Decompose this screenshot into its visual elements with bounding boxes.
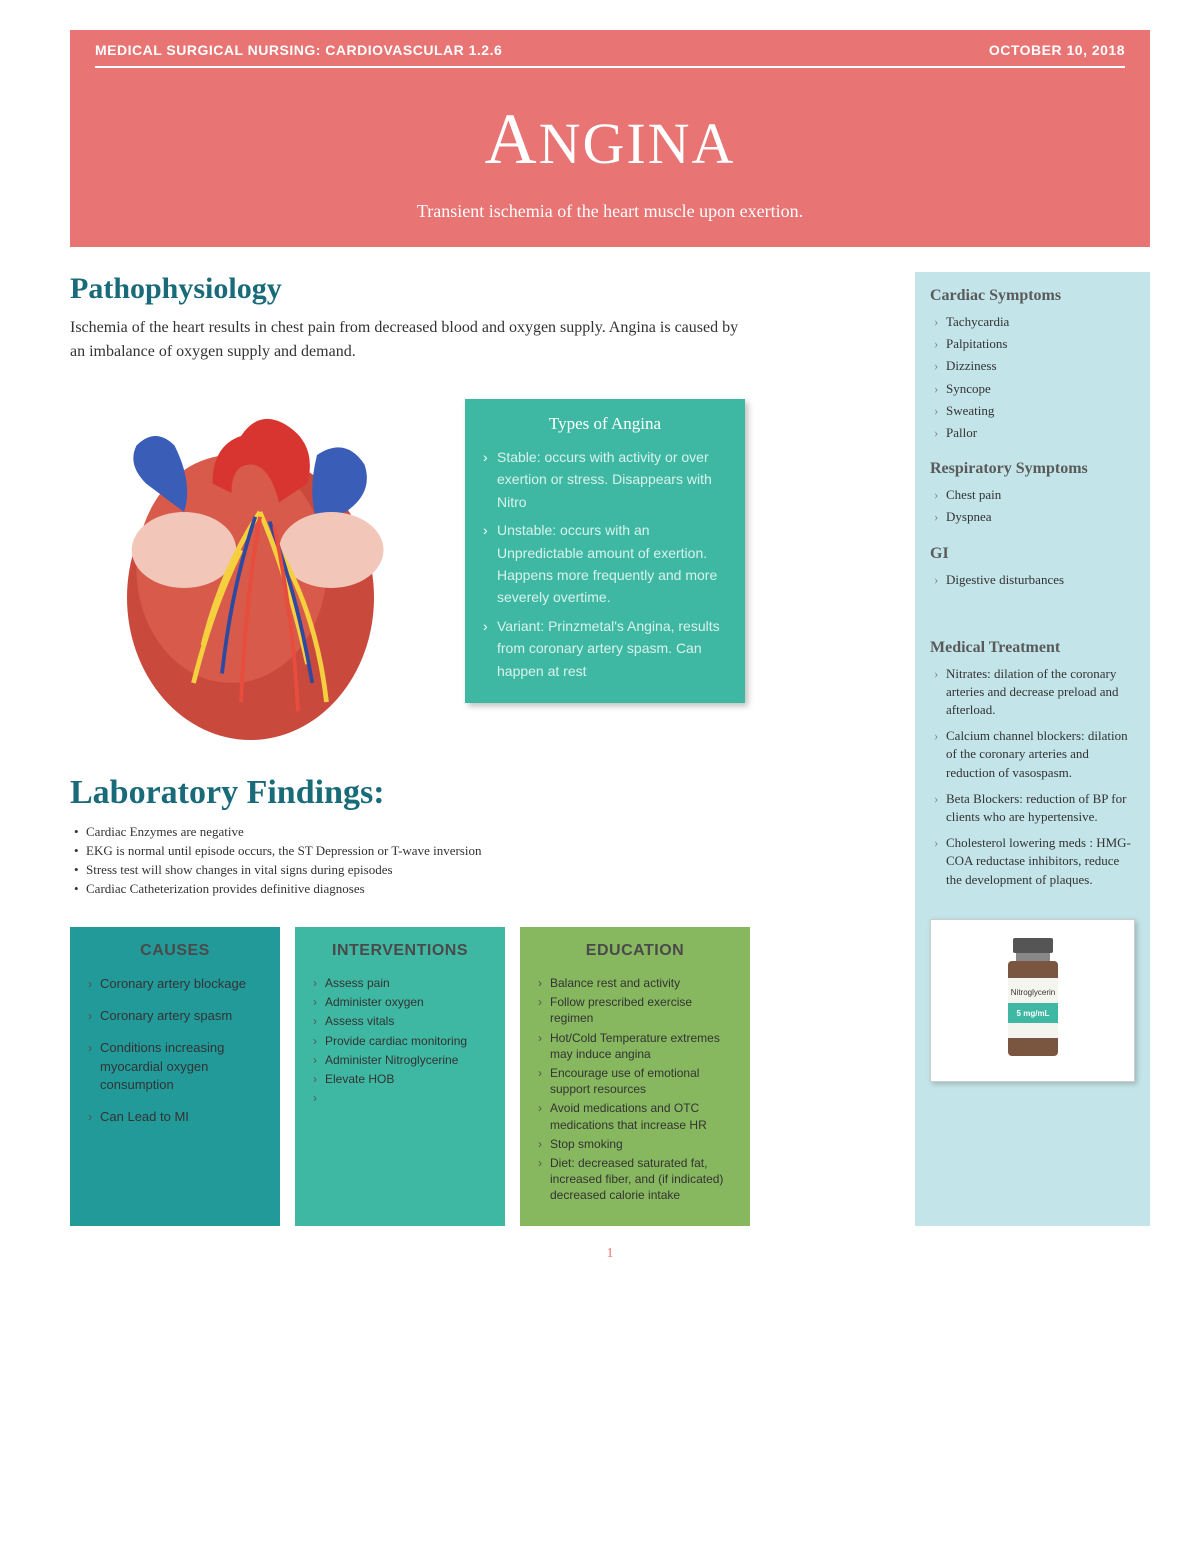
patho-heading: Pathophysiology (70, 272, 895, 306)
interventions-heading: INTERVENTIONS (313, 942, 487, 960)
list-item: Balance rest and activity (538, 975, 732, 991)
interventions-list: Assess pain Administer oxygen Assess vit… (313, 975, 487, 1087)
list-item: Assess vitals (313, 1013, 487, 1029)
lab-item: Stress test will show changes in vital s… (70, 862, 895, 878)
list-item: Provide cardiac monitoring (313, 1033, 487, 1049)
list-item: Syncope (930, 380, 1135, 398)
title-rest: NGINA (539, 111, 736, 176)
main-column: Pathophysiology Ischemia of the heart re… (70, 272, 895, 1226)
list-item: Elevate HOB (313, 1071, 487, 1087)
types-item: Stable: occurs with activity or over exe… (483, 446, 727, 513)
list-item: Coronary artery blockage (88, 975, 262, 993)
list-item: Conditions increasing myocardial oxygen … (88, 1039, 262, 1094)
causes-list: Coronary artery blockage Coronary artery… (88, 975, 262, 1126)
list-item: Administer Nitroglycerine (313, 1052, 487, 1068)
types-list: Stable: occurs with activity or over exe… (483, 446, 727, 682)
list-item: Coronary artery spasm (88, 1007, 262, 1025)
heart-row: Types of Angina Stable: occurs with acti… (70, 379, 895, 759)
page: MEDICAL SURGICAL NURSING: CARDIOVASCULAR… (0, 0, 1200, 1302)
types-item: Unstable: occurs with an Unpredictable a… (483, 519, 727, 609)
cardiac-heading: Cardiac Symptoms (930, 287, 1135, 305)
list-item: Encourage use of emotional support resou… (538, 1065, 732, 1097)
interventions-box: INTERVENTIONS Assess pain Administer oxy… (295, 927, 505, 1226)
vial-icon: Nitroglycerin 5 mg/mL (953, 928, 1113, 1068)
list-item: Assess pain (313, 975, 487, 991)
education-list: Balance rest and activity Follow prescri… (538, 975, 732, 1203)
content-row: Pathophysiology Ischemia of the heart re… (70, 272, 1150, 1226)
list-item: Beta Blockers: reduction of BP for clien… (930, 790, 1135, 826)
list-item: Nitrates: dilation of the coronary arter… (930, 665, 1135, 720)
respiratory-list: Chest pain Dyspnea (930, 486, 1135, 526)
subtitle: Transient ischemia of the heart muscle u… (95, 201, 1125, 222)
vial-dose-text: 5 mg/mL (1016, 1009, 1049, 1018)
gi-list: Digestive disturbances (930, 571, 1135, 589)
page-number: 1 (70, 1246, 1150, 1262)
causes-box: CAUSES Coronary artery blockage Coronary… (70, 927, 280, 1226)
types-heading: Types of Angina (483, 414, 727, 434)
types-box: Types of Angina Stable: occurs with acti… (465, 399, 745, 703)
header-top-row: MEDICAL SURGICAL NURSING: CARDIOVASCULAR… (95, 42, 1125, 68)
list-item: Sweating (930, 402, 1135, 420)
date-label: OCTOBER 10, 2018 (989, 42, 1125, 58)
list-item: Palpitations (930, 335, 1135, 353)
list-item: Chest pain (930, 486, 1135, 504)
list-item: Digestive disturbances (930, 571, 1135, 589)
list-item: Pallor (930, 424, 1135, 442)
sidebar: Cardiac Symptoms Tachycardia Palpitation… (915, 272, 1150, 1226)
vial-image: Nitroglycerin 5 mg/mL (930, 919, 1135, 1082)
cardiac-list: Tachycardia Palpitations Dizziness Synco… (930, 313, 1135, 442)
course-label: MEDICAL SURGICAL NURSING: CARDIOVASCULAR… (95, 42, 502, 58)
list-item: Hot/Cold Temperature extremes may induce… (538, 1030, 732, 1062)
patho-text: Ischemia of the heart results in chest p… (70, 316, 750, 364)
page-title: ANGINA (95, 98, 1125, 181)
lab-item: Cardiac Enzymes are negative (70, 824, 895, 840)
respiratory-heading: Respiratory Symptoms (930, 460, 1135, 478)
education-heading: EDUCATION (538, 942, 732, 960)
list-item: Administer oxygen (313, 994, 487, 1010)
causes-heading: CAUSES (88, 942, 262, 960)
list-item: Avoid medications and OTC medications th… (538, 1100, 732, 1132)
lab-item: Cardiac Catheterization provides definit… (70, 881, 895, 897)
list-item: Dizziness (930, 357, 1135, 375)
treatment-heading: Medical Treatment (930, 639, 1135, 657)
list-item: Dyspnea (930, 508, 1135, 526)
treatment-list: Nitrates: dilation of the coronary arter… (930, 665, 1135, 889)
vial-label-text: Nitroglycerin (1010, 988, 1054, 997)
list-item: Can Lead to MI (88, 1108, 262, 1126)
list-item: Stop smoking (538, 1136, 732, 1152)
lab-list: Cardiac Enzymes are negative EKG is norm… (70, 824, 895, 897)
list-item: Calcium channel blockers: dilation of th… (930, 727, 1135, 782)
header-banner: MEDICAL SURGICAL NURSING: CARDIOVASCULAR… (70, 30, 1150, 247)
list-item: Tachycardia (930, 313, 1135, 331)
list-item: Follow prescribed exercise regimen (538, 994, 732, 1026)
types-item: Variant: Prinzmetal's Angina, results fr… (483, 615, 727, 682)
lab-item: EKG is normal until episode occurs, the … (70, 843, 895, 859)
education-box: EDUCATION Balance rest and activity Foll… (520, 927, 750, 1226)
list-item: Diet: decreased saturated fat, increased… (538, 1155, 732, 1204)
bottom-boxes: CAUSES Coronary artery blockage Coronary… (70, 927, 895, 1226)
lab-heading: Laboratory Findings: (70, 774, 895, 812)
gi-heading: GI (930, 545, 1135, 563)
heart-illustration (70, 379, 450, 759)
list-item: Cholesterol lowering meds : HMG-COA redu… (930, 834, 1135, 889)
title-capital: A (485, 99, 539, 179)
